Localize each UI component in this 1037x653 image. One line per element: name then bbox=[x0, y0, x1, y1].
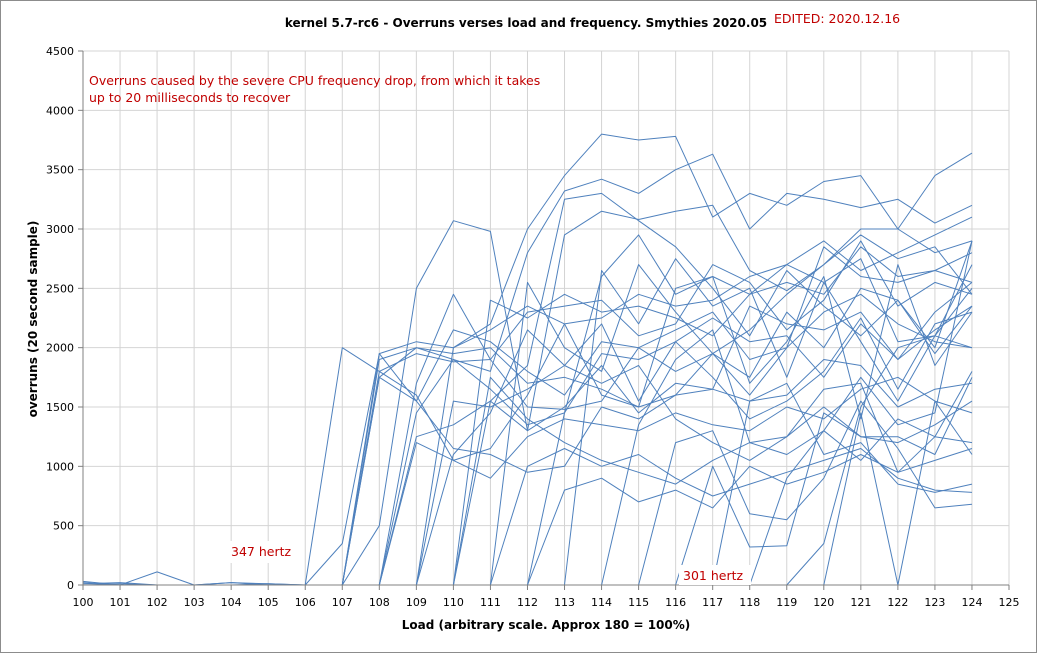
x-tick-label: 110 bbox=[443, 596, 464, 609]
axes bbox=[78, 50, 1010, 590]
x-tick-label: 103 bbox=[184, 596, 205, 609]
chart-title: kernel 5.7-rc6 - Overruns verses load an… bbox=[285, 16, 767, 30]
x-tick-label: 124 bbox=[961, 596, 982, 609]
y-tick-label: 500 bbox=[53, 520, 74, 533]
x-tick-label: 111 bbox=[480, 596, 501, 609]
x-tick-label: 120 bbox=[813, 596, 834, 609]
gridlines bbox=[83, 50, 1010, 585]
x-tick-label: 116 bbox=[665, 596, 686, 609]
x-tick-label: 121 bbox=[850, 596, 871, 609]
x-tick-label: 105 bbox=[258, 596, 279, 609]
x-tick-label: 118 bbox=[739, 596, 760, 609]
x-tick-label: 113 bbox=[554, 596, 575, 609]
y-tick-label: 0 bbox=[67, 579, 74, 592]
x-tick-label: 112 bbox=[517, 596, 538, 609]
y-tick-label: 3000 bbox=[46, 223, 74, 236]
x-tick-label: 100 bbox=[73, 596, 94, 609]
x-tick-label: 106 bbox=[295, 596, 316, 609]
series-line-3 bbox=[83, 153, 973, 586]
annotation-347-background bbox=[227, 541, 303, 563]
y-tick-label: 4500 bbox=[46, 45, 74, 58]
y-tick-label: 2500 bbox=[46, 282, 74, 295]
tick-labels: 100 101 102 103 104 105 106 107 108 109 110 111 112 1… bbox=[46, 45, 1020, 609]
x-tick-label: 122 bbox=[887, 596, 908, 609]
edited-annotation: EDITED: 2020.12.16 bbox=[774, 11, 900, 26]
x-tick-label: 119 bbox=[776, 596, 797, 609]
x-tick-label: 108 bbox=[369, 596, 390, 609]
x-tick-label: 123 bbox=[924, 596, 945, 609]
x-tick-label: 101 bbox=[110, 596, 131, 609]
y-axis-label: overruns (20 second sample) bbox=[26, 221, 40, 418]
note-line-1: Overruns caused by the severe CPU freque… bbox=[89, 73, 540, 88]
x-tick-label: 107 bbox=[332, 596, 353, 609]
y-tick-label: 1000 bbox=[46, 460, 74, 473]
note-line-2: up to 20 milliseconds to recover bbox=[89, 90, 291, 105]
y-tick-label: 2000 bbox=[46, 342, 74, 355]
x-tick-label: 102 bbox=[147, 596, 168, 609]
y-tick-label: 1500 bbox=[46, 401, 74, 414]
x-tick-label: 117 bbox=[702, 596, 723, 609]
x-tick-label: 109 bbox=[406, 596, 427, 609]
x-tick-label: 114 bbox=[591, 596, 612, 609]
x-axis-label: Load (arbitrary scale. Approx 180 = 100%… bbox=[402, 618, 691, 632]
x-tick-label: 104 bbox=[221, 596, 242, 609]
y-tick-label: 3500 bbox=[46, 164, 74, 177]
annotation-301-background bbox=[679, 565, 751, 585]
x-tick-label: 125 bbox=[999, 596, 1020, 609]
x-tick-label: 115 bbox=[628, 596, 649, 609]
annotation-347-hertz: 347 hertz bbox=[231, 544, 291, 559]
annotation-301-hertz: 301 hertz bbox=[683, 568, 743, 583]
y-tick-label: 4000 bbox=[46, 104, 74, 117]
